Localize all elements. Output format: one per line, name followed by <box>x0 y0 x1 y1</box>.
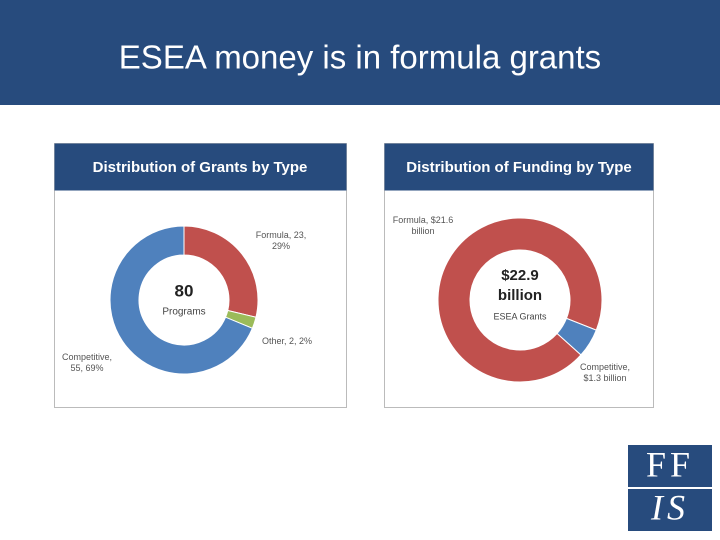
center-wrap: $22.9 billion <box>497 267 543 304</box>
chart-title: Distribution of Funding by Type <box>406 159 632 176</box>
data-label: Other, 2, 2% <box>262 336 313 346</box>
title-band <box>0 0 720 105</box>
donut-segment <box>556 317 597 356</box>
center-value: 80 <box>175 281 194 300</box>
donut-segment <box>109 225 254 375</box>
data-label: Formula, $21.6 billion <box>392 215 454 236</box>
center-value: $22.9 billion <box>497 267 543 304</box>
panel-header <box>54 143 347 191</box>
slide-title: ESEA money is in formula grants <box>119 39 601 76</box>
data-label: Competitive, $1.3 billion <box>579 362 631 383</box>
data-label: Competitive, 55, 69% <box>61 352 113 373</box>
center-text: ESEA Grants <box>493 311 547 321</box>
data-label: Formula, 23, 29% <box>255 230 307 251</box>
center-text: Programs <box>162 307 205 318</box>
chart-title: Distribution of Grants by Type <box>93 159 308 176</box>
logo-text: FF <box>646 444 694 484</box>
panel-header <box>384 143 654 191</box>
logo-text: IS <box>650 487 689 527</box>
donut-segment <box>437 217 603 383</box>
